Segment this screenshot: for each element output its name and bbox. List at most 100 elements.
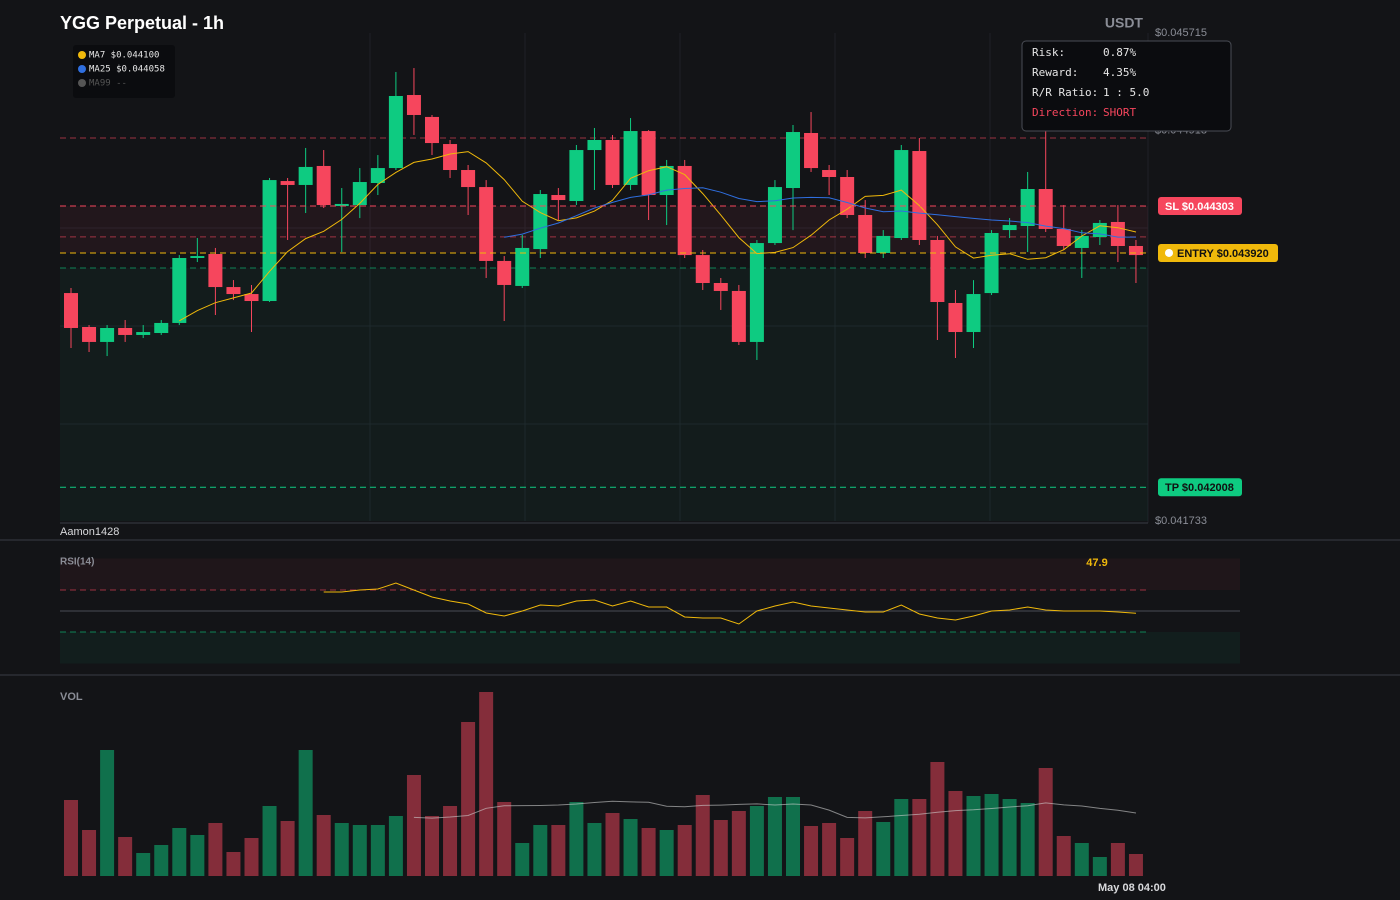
volume-bar xyxy=(1092,857,1107,876)
candle-body xyxy=(1056,228,1071,246)
volume-bar xyxy=(623,819,638,876)
volume-title: VOL xyxy=(60,691,83,703)
candle-body xyxy=(425,116,439,144)
volume-bar xyxy=(208,823,223,876)
volume-bar xyxy=(64,800,78,876)
volume-bar xyxy=(605,813,620,876)
volume-bar xyxy=(1128,854,1143,876)
info-value: SHORT xyxy=(1103,106,1136,119)
candle-body xyxy=(641,131,656,196)
candle-body xyxy=(515,247,530,286)
volume-bar xyxy=(876,822,891,876)
candle-body xyxy=(370,168,385,184)
level-label: SL $0.044303 xyxy=(1165,201,1234,213)
candle-body xyxy=(154,322,169,334)
volume-bar xyxy=(1074,843,1089,876)
volume-bar xyxy=(713,820,728,876)
volume-bar xyxy=(948,791,963,876)
legend-label: MA7 $0.044100 xyxy=(89,51,159,61)
volume-bar xyxy=(804,826,819,876)
candle-body xyxy=(280,181,295,185)
volume-bar xyxy=(1038,768,1053,876)
candle-body xyxy=(984,233,999,294)
volume-bar xyxy=(966,796,981,876)
candle-body xyxy=(298,166,313,185)
candle-body xyxy=(912,151,927,240)
volume-bar xyxy=(244,838,259,876)
candle-body xyxy=(569,150,584,202)
info-label: Risk: xyxy=(1032,46,1065,59)
candle-body xyxy=(82,327,97,342)
currency: USDT xyxy=(1105,15,1144,31)
candle-body xyxy=(605,139,620,185)
volume-ma-line xyxy=(413,800,1137,819)
legend-label: MA25 $0.044058 xyxy=(89,65,165,75)
volume-bar xyxy=(659,830,674,876)
volume-bar xyxy=(1056,836,1071,876)
rsi-value: 47.9 xyxy=(1086,557,1107,569)
candle-body xyxy=(840,176,855,215)
reward-zone xyxy=(60,268,1148,521)
volume-bar xyxy=(786,797,800,876)
candle-body xyxy=(1038,189,1053,229)
candle-body xyxy=(966,294,981,333)
level-badge xyxy=(1158,243,1278,262)
volume-bar xyxy=(406,775,421,876)
info-label: Reward: xyxy=(1032,66,1078,79)
volume-bar xyxy=(443,806,458,876)
candle-body xyxy=(388,95,403,169)
volume-bar xyxy=(695,795,710,876)
volume-bar xyxy=(894,799,909,876)
rsi-oversold-zone xyxy=(60,632,1240,664)
volume-bar xyxy=(840,838,855,876)
volume-bar xyxy=(930,762,945,876)
volume-bar xyxy=(425,816,439,876)
info-label: R/R Ratio: xyxy=(1032,86,1098,99)
candle-body xyxy=(461,170,476,188)
volume-bar xyxy=(858,811,873,876)
candle-body xyxy=(443,144,458,171)
candle-body xyxy=(1110,221,1125,246)
zones xyxy=(60,137,1240,664)
volume-bar xyxy=(533,825,548,876)
candle-body xyxy=(533,194,548,250)
candle-body xyxy=(713,283,728,291)
candle-body xyxy=(352,182,367,206)
candle-body xyxy=(244,294,259,302)
candle-body xyxy=(100,327,115,342)
legend-dot xyxy=(78,79,86,87)
chart-title: YGG Perpetual - 1h xyxy=(60,13,224,33)
candle-body xyxy=(118,327,133,335)
candle-body xyxy=(858,214,873,253)
ma25-line xyxy=(504,187,1136,238)
volume-bar xyxy=(515,843,530,876)
info-value: 0.87% xyxy=(1103,46,1136,59)
volume-bar xyxy=(82,830,97,876)
candle-body xyxy=(948,302,963,333)
candle-body xyxy=(226,287,241,295)
volume-bar xyxy=(1110,843,1125,876)
candle-body xyxy=(804,133,819,169)
info-box xyxy=(1021,40,1232,132)
volume-bar xyxy=(154,845,169,876)
volume-bar xyxy=(334,823,349,876)
volume-bar xyxy=(749,806,764,876)
candle-body xyxy=(1074,235,1089,248)
candle-body xyxy=(1020,189,1035,227)
volume-bar xyxy=(298,750,313,876)
volume-bar xyxy=(226,852,241,876)
level-badge xyxy=(1158,478,1242,497)
candle-body xyxy=(749,243,764,342)
info-value: 1 : 5.0 xyxy=(1103,86,1149,99)
candle-body xyxy=(786,132,800,189)
level-label: TP $0.042008 xyxy=(1165,482,1234,494)
candle-body xyxy=(767,187,782,244)
candle-body xyxy=(659,165,674,196)
candle-body xyxy=(172,258,187,323)
volume-bar xyxy=(118,837,133,876)
candle-body xyxy=(876,235,891,253)
volume-bar xyxy=(280,821,295,876)
volume-bar xyxy=(677,825,692,876)
